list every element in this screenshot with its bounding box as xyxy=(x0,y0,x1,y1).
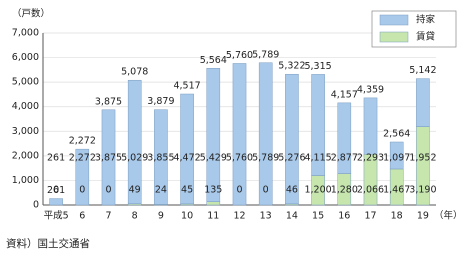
total-label: 4,517 xyxy=(173,81,200,92)
total-label: 261 xyxy=(47,185,65,196)
total-label: 5,078 xyxy=(121,67,148,78)
x-tick-label: 12 xyxy=(233,211,245,222)
y-tick-label: 4,000 xyxy=(12,101,39,112)
value-label: 5,429 xyxy=(200,153,227,164)
x-tick-label: 17 xyxy=(364,211,376,222)
total-label: 3,875 xyxy=(95,96,122,107)
value-label: 5,760 xyxy=(226,153,253,164)
source-note: 資料）国土交通省 xyxy=(6,237,90,250)
x-tick-label: 19 xyxy=(417,211,429,222)
legend-label: 持家 xyxy=(416,14,436,26)
legend-swatch xyxy=(379,14,409,26)
y-tick-label: 7,000 xyxy=(12,28,39,39)
value-label: 4,472 xyxy=(173,153,200,164)
y-tick-label: 6,000 xyxy=(12,52,39,63)
value-label: 1,097 xyxy=(383,153,410,164)
legend-label: 賃貸 xyxy=(416,31,435,43)
total-label: 2,272 xyxy=(69,136,96,147)
legend-swatch xyxy=(379,31,409,43)
value-label: 45 xyxy=(181,185,193,196)
value-label: 135 xyxy=(204,185,222,196)
value-label: 1,280 xyxy=(331,185,358,196)
x-tick-label: 16 xyxy=(338,211,350,222)
value-label: 46 xyxy=(286,185,298,196)
x-tick-label: 15 xyxy=(312,211,324,222)
total-label: 5,789 xyxy=(252,49,279,60)
bar-segment xyxy=(337,102,352,174)
value-label: 2,877 xyxy=(331,153,358,164)
x-tick-label: 平成5 xyxy=(44,210,69,222)
bar-segment xyxy=(311,74,325,176)
y-tick-label: 2,000 xyxy=(12,150,39,161)
x-axis-label: （年） xyxy=(434,210,463,222)
x-tick-label: 18 xyxy=(391,211,403,222)
value-label: 3,190 xyxy=(409,185,436,196)
value-label: 2,272 xyxy=(69,153,96,164)
value-label: 1,952 xyxy=(409,153,436,164)
x-tick-label: 14 xyxy=(286,211,298,222)
bar-segment xyxy=(232,63,247,206)
bar-segment xyxy=(389,141,404,170)
y-tick-label: 5,000 xyxy=(12,77,39,88)
y-tick-label: 1,000 xyxy=(12,175,39,186)
bar-segment xyxy=(101,109,116,206)
value-label: 49 xyxy=(129,185,141,196)
total-label: 4,157 xyxy=(331,89,358,100)
value-label: 4,115 xyxy=(304,153,331,164)
bar-segment xyxy=(416,78,430,127)
bar-segment xyxy=(127,79,142,205)
value-label: 0 xyxy=(263,185,269,196)
x-tick-label: 8 xyxy=(132,211,138,222)
total-label: 5,564 xyxy=(200,55,227,66)
value-label: 2,066 xyxy=(357,185,384,196)
y-tick-label: 0 xyxy=(33,200,39,211)
value-label: 3,855 xyxy=(147,153,174,164)
y-tick-label: 3,000 xyxy=(12,126,39,137)
bar-segment xyxy=(363,97,378,155)
bar-segment xyxy=(285,73,299,205)
value-label: 0 xyxy=(79,185,85,196)
value-label: 1,200 xyxy=(304,185,331,196)
total-label: 5,142 xyxy=(409,65,436,76)
bar-segment xyxy=(75,148,90,206)
bar-segment xyxy=(154,109,168,205)
value-label: 0 xyxy=(105,185,111,196)
value-label: 5,029 xyxy=(121,153,148,164)
value-label: 261 xyxy=(47,153,65,164)
value-label: 0 xyxy=(53,185,59,196)
y-axis-label: （戸数） xyxy=(12,8,50,20)
x-tick-label: 11 xyxy=(207,211,219,222)
x-tick-label: 13 xyxy=(260,211,272,222)
bar-segment xyxy=(206,68,221,202)
bar-segment xyxy=(49,198,63,206)
total-label: 2,564 xyxy=(383,128,410,139)
total-label: 5,760 xyxy=(226,50,253,61)
x-tick-label: 10 xyxy=(181,211,193,222)
value-label: 5,276 xyxy=(278,153,305,164)
x-tick-label: 9 xyxy=(158,211,164,222)
x-tick-label: 7 xyxy=(105,211,111,222)
bar-segment xyxy=(180,93,194,205)
value-label: 5,789 xyxy=(252,153,279,164)
total-label: 5,322 xyxy=(278,61,305,72)
bar-segment xyxy=(258,62,273,206)
value-label: 1,467 xyxy=(383,185,410,196)
bar-segment xyxy=(206,201,221,206)
total-label: 5,315 xyxy=(304,61,331,72)
value-label: 3,875 xyxy=(95,153,122,164)
value-label: 24 xyxy=(155,185,167,196)
total-label: 4,359 xyxy=(357,84,384,95)
total-label: 3,879 xyxy=(147,96,174,107)
value-label: 0 xyxy=(236,185,242,196)
x-tick-label: 6 xyxy=(79,211,85,222)
value-label: 2,293 xyxy=(357,153,384,164)
